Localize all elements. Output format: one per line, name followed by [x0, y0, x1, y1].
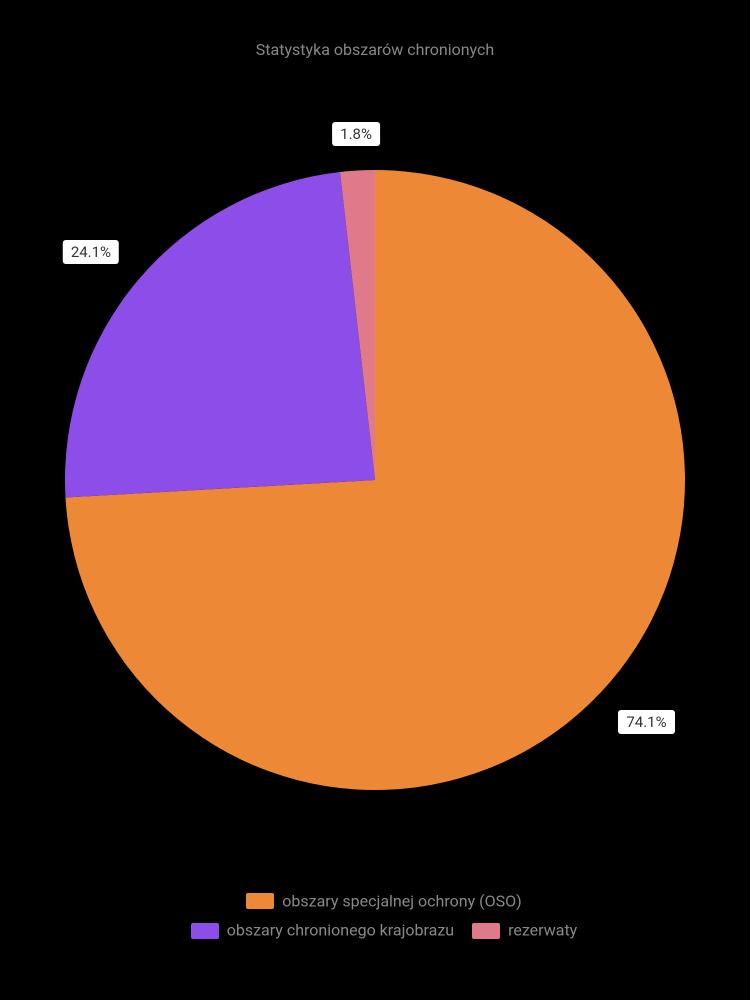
chart-title: Statystyka obszarów chronionych — [0, 0, 750, 59]
slice-label: 24.1% — [63, 240, 119, 264]
legend-label: obszary specjalnej ochrony (OSO) — [282, 891, 521, 910]
legend-swatch — [472, 923, 500, 939]
slice-label: 1.8% — [332, 122, 380, 146]
slice-label: 74.1% — [618, 710, 674, 734]
legend-label: obszary chronionego krajobrazu — [227, 920, 454, 939]
legend-label: rezerwaty — [508, 920, 577, 939]
legend-swatch — [191, 923, 219, 939]
legend-swatch — [246, 893, 274, 909]
pie-svg — [65, 170, 685, 790]
pie-slice — [65, 172, 375, 498]
pie-chart: 74.1%24.1%1.8% — [65, 170, 685, 790]
legend: obszary specjalnej ochrony (OSO) obszary … — [0, 887, 750, 945]
